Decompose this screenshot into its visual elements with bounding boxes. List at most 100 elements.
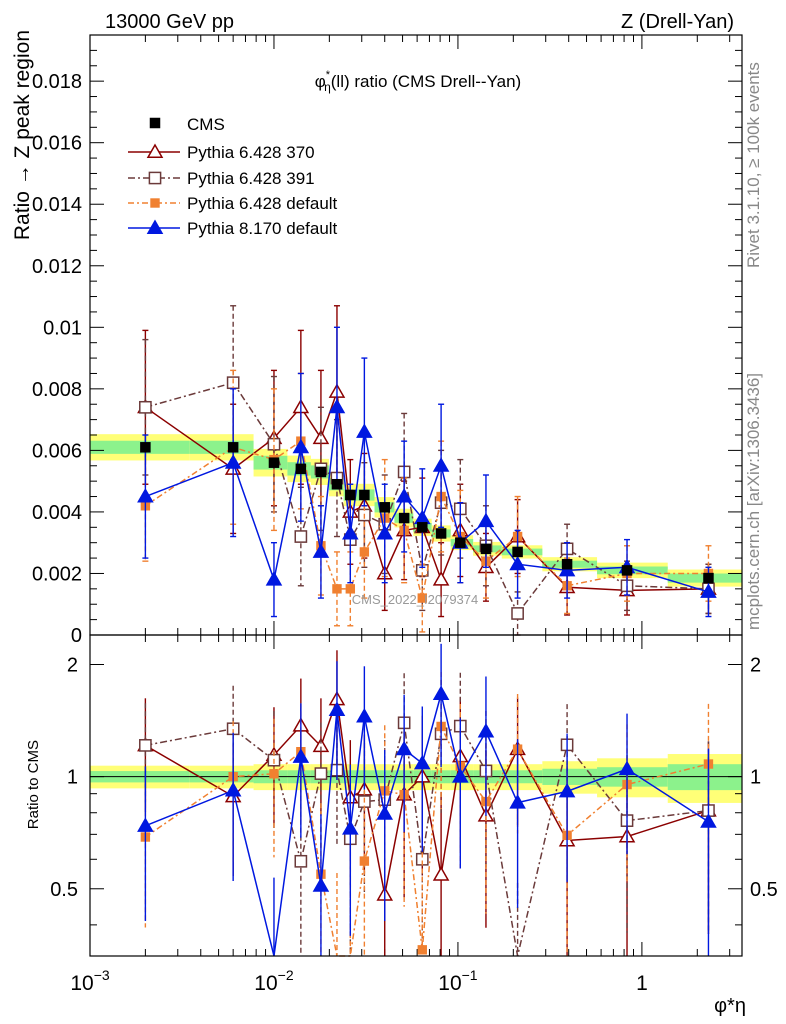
series-line-top: [144, 391, 709, 592]
y-tick-label-top: 0.018: [32, 71, 82, 93]
series-line-ratio: [145, 722, 709, 957]
data-point: [332, 584, 342, 594]
x-tick-label: 1: [636, 972, 648, 995]
series-line-ratio: [145, 693, 709, 957]
data-point: [269, 769, 279, 779]
y-tick-label-top: 0.002: [32, 563, 82, 585]
data-point: [512, 546, 523, 558]
legend-label: Pythia 6.428 370: [187, 143, 315, 162]
data-point: [268, 457, 280, 468]
series-line-top: [144, 439, 709, 599]
data-point: [356, 423, 373, 438]
data-point: [356, 707, 373, 723]
data-point: [435, 528, 447, 539]
data-point: [294, 854, 308, 868]
data-point: [328, 398, 346, 414]
data-point: [511, 607, 524, 620]
data-point: [509, 794, 526, 809]
data-point: [621, 565, 633, 576]
data-point: [342, 820, 359, 835]
mcplots-label: mcplots.cern.ch [arXiv:1306.3436]: [744, 372, 763, 630]
y-tick-label-top: 0.006: [32, 440, 82, 462]
data-point: [139, 400, 152, 414]
data-point: [227, 442, 239, 453]
y-tick-label-top: 0.01: [43, 317, 82, 339]
plot-title: φ* η(ll) ratio (CMS Drell--Yan): [315, 69, 521, 94]
data-point: [379, 502, 390, 513]
data-point: [224, 454, 242, 469]
x-tick-label: 10−1: [438, 967, 478, 995]
y-tick-label-top: 0.014: [32, 194, 82, 216]
data-point: [146, 219, 164, 234]
data-point: [480, 543, 492, 555]
header-right: Z (Drell-Yan): [621, 11, 734, 33]
data-point: [150, 198, 160, 208]
y-tick-label-bottom-right: 1: [750, 767, 761, 789]
y-tick-label-bottom: 1: [67, 767, 78, 789]
data-point: [345, 584, 356, 594]
data-point: [137, 817, 154, 832]
data-point: [509, 555, 526, 571]
data-point: [432, 866, 450, 881]
y-tick-label-top: 0.012: [32, 256, 82, 278]
data-point: [558, 561, 576, 577]
data-point: [359, 547, 370, 557]
data-point: [224, 781, 242, 797]
header-left: 13000 GeV pp: [105, 11, 234, 33]
data-point: [395, 740, 413, 756]
y-tick-label-bottom: 0.5: [50, 879, 78, 901]
legend-label: CMS: [187, 115, 225, 134]
data-point: [455, 537, 466, 548]
x-tick-label: 10−3: [70, 967, 110, 995]
data-point: [312, 543, 330, 558]
data-point: [417, 522, 428, 533]
y-tick-label-top: 0.016: [32, 133, 82, 155]
data-point: [345, 489, 356, 501]
data-point: [432, 685, 450, 700]
legend-label: Pythia 8.170 default: [187, 219, 338, 238]
data-point: [342, 524, 359, 540]
x-tick-label: 10−2: [254, 967, 294, 995]
y-tick-label-top: 0.004: [32, 502, 82, 524]
legend: CMS Pythia 6.428 370 Pythia 6.428 391 Pythi…: [128, 115, 338, 238]
data-point: [561, 558, 573, 570]
data-point: [558, 782, 576, 798]
data-point: [417, 945, 427, 955]
data-point: [314, 767, 328, 780]
data-point: [432, 571, 450, 586]
y-tick-label-bottom: 2: [67, 654, 78, 676]
data-point: [452, 768, 469, 783]
data-point: [398, 512, 410, 524]
data-point: [148, 171, 162, 185]
y-tick-label-bottom-right: 0.5: [750, 879, 778, 901]
y-tick-label-top: 0: [71, 625, 82, 647]
data-point: [139, 739, 152, 752]
data-point: [700, 583, 717, 598]
series-pythia-8-170-default: [137, 326, 717, 957]
data-point: [331, 478, 343, 490]
data-point: [618, 760, 636, 776]
data-point: [312, 877, 330, 892]
data-point: [294, 530, 308, 543]
watermark: CMS_2022_I2079374: [352, 592, 479, 607]
data-point: [703, 572, 714, 584]
series-line-top: [145, 381, 709, 615]
data-point: [477, 512, 495, 528]
data-point: [376, 524, 394, 540]
data-point: [376, 805, 394, 820]
rivet-version-label: Rivet 3.1.10, ≥ 100k events: [744, 62, 763, 268]
y-axis-label-top: Ratio → Z peak region: [11, 30, 34, 240]
data-point: [292, 748, 310, 763]
data-point: [328, 701, 346, 716]
data-point: [395, 488, 413, 503]
data-point: [359, 856, 370, 866]
ratio-panel-uncertainty-band: [90, 754, 742, 803]
legend-label: Pythia 6.428 default: [187, 194, 338, 213]
ratio-panel-frame: [89, 634, 743, 957]
data-point: [146, 143, 164, 158]
data-point: [315, 466, 327, 478]
data-point: [413, 754, 431, 770]
y-axis-label-bottom: Ratio to CMS: [25, 740, 42, 829]
data-point: [140, 442, 151, 453]
